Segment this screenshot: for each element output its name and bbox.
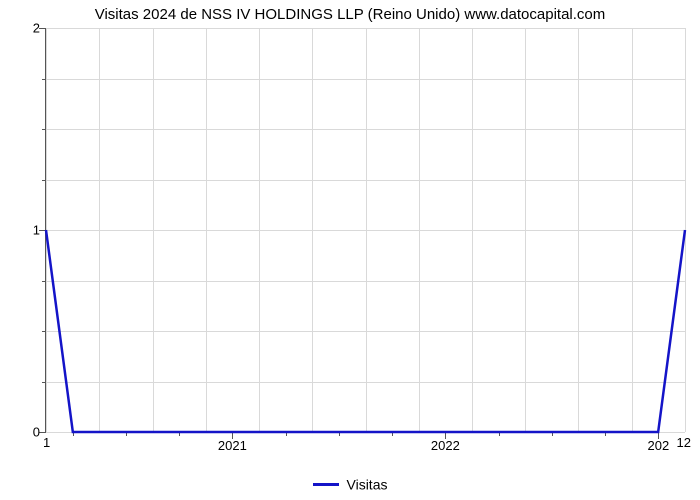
y-tick-label: 1 bbox=[33, 223, 46, 238]
x-tick-label: 2022 bbox=[431, 432, 460, 453]
x-corner-right: 12 bbox=[677, 432, 691, 450]
legend: Visitas bbox=[0, 475, 700, 492]
y-tick-label: 2 bbox=[33, 21, 46, 36]
x-tick-label: 202 bbox=[647, 432, 669, 453]
x-corner-left: 1 bbox=[43, 432, 50, 450]
chart-title: Visitas 2024 de NSS IV HOLDINGS LLP (Rei… bbox=[0, 6, 700, 23]
series-visitas bbox=[46, 28, 686, 433]
legend-label: Visitas bbox=[347, 476, 388, 492]
legend-swatch bbox=[313, 483, 339, 486]
x-tick-label: 2021 bbox=[218, 432, 247, 453]
plot-area: 01220212022202112 bbox=[45, 28, 685, 433]
